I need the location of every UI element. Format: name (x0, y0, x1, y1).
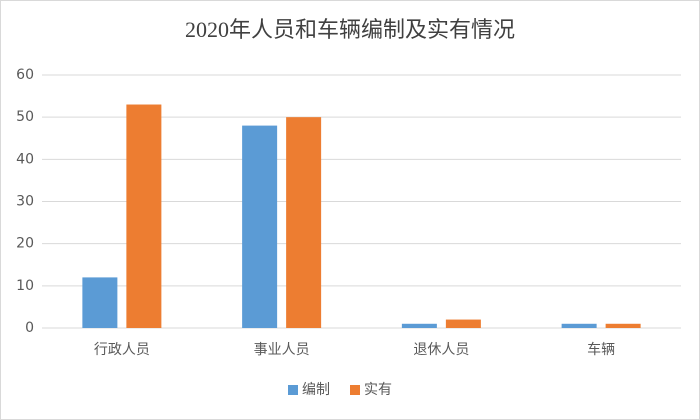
legend-swatch (350, 385, 360, 395)
legend-label: 实有 (364, 382, 392, 398)
x-tick-label: 事业人员 (254, 342, 310, 358)
legend-label: 编制 (302, 382, 330, 398)
bar (286, 117, 322, 329)
x-tick-label: 行政人员 (94, 342, 150, 358)
y-tick-label: 10 (16, 278, 34, 294)
legend-swatch (288, 385, 298, 395)
y-tick-label: 20 (16, 236, 34, 252)
bar (401, 323, 437, 328)
y-tick-label: 50 (16, 109, 34, 125)
bar (445, 319, 481, 328)
chart-title: 2020年人员和车辆编制及实有情况 (185, 17, 515, 42)
x-tick-label: 退休人员 (413, 342, 469, 358)
y-tick-label: 60 (16, 67, 34, 83)
y-tick-label: 0 (25, 320, 34, 336)
bar (561, 323, 597, 328)
y-tick-label: 30 (16, 194, 34, 210)
bar (82, 277, 118, 328)
bar (126, 104, 162, 329)
bar (242, 125, 278, 328)
y-tick-label: 40 (16, 151, 34, 167)
bar (605, 323, 641, 328)
x-tick-label: 车辆 (587, 341, 615, 358)
